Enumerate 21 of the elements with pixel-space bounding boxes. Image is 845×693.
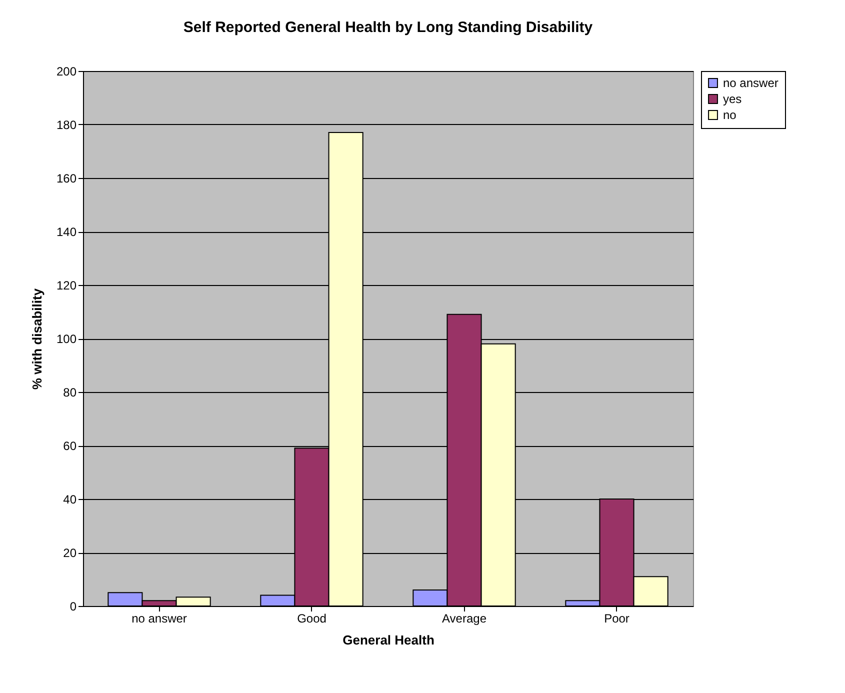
x-tick-label: no answer [132,612,187,626]
x-tick-label: Good [297,612,326,626]
y-tick-label: 180 [56,118,77,132]
legend-label: yes [723,92,742,106]
y-tick-label: 80 [63,386,77,400]
y-tick-label: 20 [63,546,77,560]
y-tick-label: 60 [63,439,77,453]
y-axis-title: % with disability [29,288,44,390]
x-tick-label: Average [442,612,487,626]
y-tick-label: 100 [56,332,77,346]
y-tick-label: 160 [56,172,77,186]
y-tick-label: 120 [56,278,77,292]
chart-title: Self Reported General Health by Long Standing Disability [183,19,594,36]
y-tick-label: 40 [63,492,77,506]
y-tick-label: 140 [56,225,77,239]
y-tick-label: 200 [56,64,77,78]
legend-label: no answer [723,76,778,90]
y-tick-label: 0 [70,600,77,614]
x-tick-label: Poor [604,612,630,626]
legend-label: no [723,108,737,122]
x-axis-title: General Health [342,632,434,648]
